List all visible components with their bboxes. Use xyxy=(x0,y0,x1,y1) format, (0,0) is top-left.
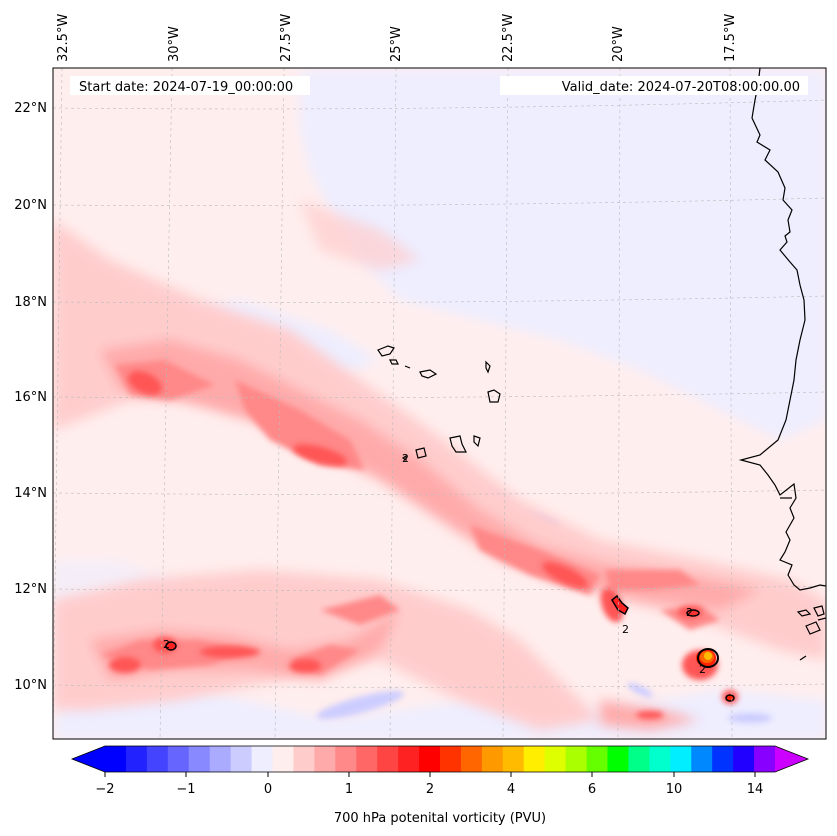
colorbar-cell xyxy=(230,746,253,772)
colorbar-cell xyxy=(691,746,713,772)
map-panel: 2 2 2 2 2 xyxy=(53,68,826,739)
lat-tick: 18°N xyxy=(14,295,47,310)
colorbar-cell xyxy=(523,746,546,772)
colorbar-tick-label: 14 xyxy=(747,782,764,797)
colorbar-cell xyxy=(188,746,211,772)
colorbar-label: 700 hPa potenital vorticity (PVU) xyxy=(334,811,546,826)
colorbar-tick-label: 6 xyxy=(588,782,596,797)
colorbar-tick-labels: −2 −1 0 1 2 4 6 10 14 xyxy=(95,782,763,797)
colorbar-cell xyxy=(125,746,148,772)
colorbar-cell xyxy=(335,746,357,772)
colorbar-ticks xyxy=(104,772,756,777)
lat-tick: 20°N xyxy=(14,198,47,213)
colorbar-cell xyxy=(167,746,190,772)
colorbar-cell xyxy=(649,746,671,772)
colorbar-tick-label: 10 xyxy=(666,782,683,797)
colorbar-cell xyxy=(440,746,462,772)
lat-tick: 22°N xyxy=(14,101,47,116)
colorbar-cell xyxy=(419,746,441,772)
colorbar-cell xyxy=(105,746,127,772)
contour-label: 2 xyxy=(163,638,170,651)
colorbar-tick-label: −2 xyxy=(95,782,114,797)
colorbar-cell xyxy=(146,746,169,772)
colorbar-cell xyxy=(398,746,420,772)
colorbar-cell xyxy=(544,746,567,772)
colorbar-cell xyxy=(586,746,608,772)
contour-label: 2 xyxy=(622,623,629,636)
colorbar-cell xyxy=(712,746,734,772)
lat-tick: 12°N xyxy=(14,582,47,597)
colorbar-cell xyxy=(733,746,755,772)
colorbar-cell xyxy=(377,746,399,772)
colorbar-under-arrow xyxy=(72,746,105,772)
contour-label: 2 xyxy=(686,606,693,619)
colorbar-cell xyxy=(670,746,692,772)
colorbar-tick-label: 1 xyxy=(345,782,353,797)
colorbar-cell xyxy=(356,746,378,772)
colorbar-tick-label: 4 xyxy=(507,782,515,797)
cape-verde-islands xyxy=(377,345,501,462)
colorbar-cell xyxy=(272,746,294,772)
start-date-label: Start date: 2024-07-19_00:00:00 xyxy=(79,80,293,95)
colorbar-cell xyxy=(251,746,273,772)
colorbar-cell xyxy=(481,746,504,772)
colorbar-tick-label: 0 xyxy=(264,782,272,797)
lon-tick: 32.5°W xyxy=(56,14,71,62)
colorbar-over-arrow xyxy=(775,746,808,772)
colorbar-cell xyxy=(314,746,336,772)
map-frame xyxy=(52,67,827,740)
colorbar-cell xyxy=(628,746,650,772)
lon-tick: 27.5°W xyxy=(279,14,294,62)
colorbar-tick-label: 2 xyxy=(426,782,434,797)
colorbar-cell xyxy=(502,746,525,772)
lon-tick: 22.5°W xyxy=(501,14,516,62)
colorbar-cell xyxy=(607,746,629,772)
contour-label: 2 xyxy=(699,663,706,676)
longitude-ticks: 32.5°W 30°W 27.5°W 25°W 22.5°W 20°W 17.5… xyxy=(56,14,738,62)
lat-tick: 16°N xyxy=(14,390,47,405)
gridlines xyxy=(53,68,826,739)
coastline-africa xyxy=(738,68,826,661)
colorbar-cell xyxy=(293,746,315,772)
start-date-box xyxy=(70,76,310,95)
lon-tick: 20°W xyxy=(611,26,626,62)
valid-date-label: Valid_date: 2024-07-20T08:00:00.00 xyxy=(562,80,800,95)
lat-tick: 10°N xyxy=(14,678,47,693)
colorbar: −2 −1 0 1 2 4 6 10 14 700 hPa potenital … xyxy=(70,745,810,826)
lon-tick: 25°W xyxy=(389,26,404,62)
lat-tick: 14°N xyxy=(14,486,47,501)
colorbar-cells xyxy=(105,746,776,772)
colorbar-cell xyxy=(565,746,588,772)
lon-tick: 17.5°W xyxy=(723,14,738,62)
colorbar-cell xyxy=(209,746,232,772)
valid-date-box xyxy=(500,76,808,95)
latitude-ticks: 22°N 20°N 18°N 16°N 14°N 12°N 10°N xyxy=(14,101,47,693)
colorbar-cell xyxy=(460,746,483,772)
pv-maximum xyxy=(165,594,735,702)
lon-tick: 30°W xyxy=(167,26,182,62)
colorbar-tick-label: −1 xyxy=(176,782,195,797)
colorbar-cell xyxy=(754,746,776,772)
